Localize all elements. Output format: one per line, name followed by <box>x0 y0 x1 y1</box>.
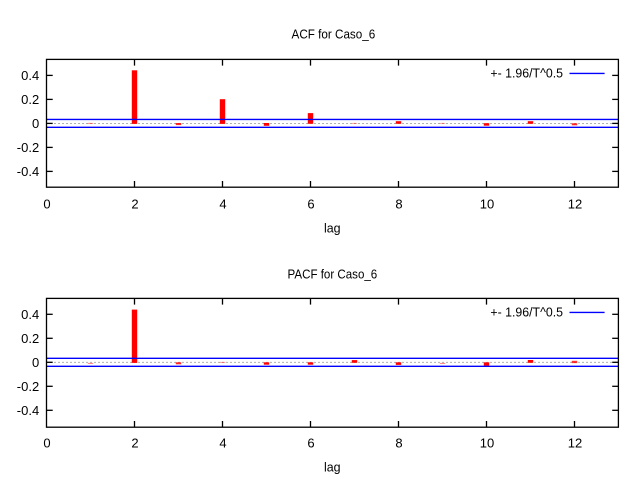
svg-text:10: 10 <box>480 196 494 211</box>
svg-text:lag: lag <box>324 460 341 475</box>
svg-text:8: 8 <box>395 196 402 211</box>
svg-text:0.2: 0.2 <box>21 331 39 346</box>
svg-text:PACF for Caso_6: PACF for Caso_6 <box>288 267 378 282</box>
svg-text:12: 12 <box>568 435 582 450</box>
svg-text:-0.4: -0.4 <box>17 403 39 418</box>
svg-text:0.4: 0.4 <box>21 307 39 322</box>
svg-text:-0.2: -0.2 <box>17 379 39 394</box>
svg-text:12: 12 <box>568 196 582 211</box>
svg-text:0: 0 <box>32 116 39 131</box>
svg-text:0: 0 <box>43 435 50 450</box>
svg-text:6: 6 <box>307 196 314 211</box>
svg-text:lag: lag <box>324 221 341 236</box>
svg-text:4: 4 <box>219 435 226 450</box>
svg-text:ACF for Caso_6: ACF for Caso_6 <box>292 27 376 42</box>
svg-text:2: 2 <box>131 196 138 211</box>
svg-text:2: 2 <box>131 435 138 450</box>
svg-text:4: 4 <box>219 196 226 211</box>
svg-text:-0.4: -0.4 <box>17 164 39 179</box>
svg-text:-0.2: -0.2 <box>17 140 39 155</box>
svg-text:0: 0 <box>43 196 50 211</box>
svg-text:+- 1.96/T^0.5: +- 1.96/T^0.5 <box>490 66 563 81</box>
svg-text:10: 10 <box>480 435 494 450</box>
svg-text:0.2: 0.2 <box>21 92 39 107</box>
svg-text:8: 8 <box>395 435 402 450</box>
svg-text:0: 0 <box>32 355 39 370</box>
svg-text:6: 6 <box>307 435 314 450</box>
svg-text:+- 1.96/T^0.5: +- 1.96/T^0.5 <box>490 305 563 320</box>
svg-text:0.4: 0.4 <box>21 68 39 83</box>
